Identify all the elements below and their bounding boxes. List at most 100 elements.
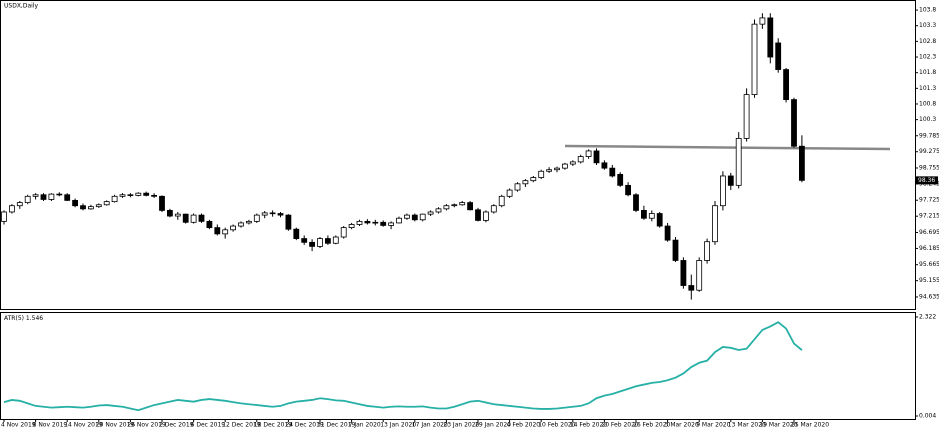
candle-body bbox=[8, 205, 15, 213]
candle-body bbox=[791, 99, 797, 147]
y-tick-label: 101.8 bbox=[919, 69, 936, 76]
candle-body bbox=[538, 170, 545, 178]
y-tick-label: 99.275 bbox=[919, 148, 939, 155]
candle-body bbox=[159, 195, 165, 211]
candle-body bbox=[735, 138, 742, 186]
x-tick-label: 20 Nov 2019 bbox=[96, 422, 135, 429]
candle-body bbox=[467, 202, 474, 211]
candle-body bbox=[704, 241, 710, 261]
candle-body bbox=[356, 220, 363, 225]
indicator-panel bbox=[0, 312, 916, 420]
x-tick-label: 23 Jan 2020 bbox=[443, 422, 479, 429]
candle-body bbox=[648, 213, 655, 219]
candle-body bbox=[127, 194, 134, 196]
x-tick-label: 26 Feb 2020 bbox=[633, 422, 671, 429]
y-tick-label: 101.3 bbox=[919, 85, 936, 92]
candle-body bbox=[641, 210, 647, 219]
x-tick-label: 4 Nov 2019 bbox=[1, 422, 36, 429]
candle-body bbox=[1, 211, 7, 222]
indicator-label: ATR(5) 1.546 bbox=[4, 315, 43, 322]
candle-body bbox=[317, 238, 323, 247]
candle-body bbox=[72, 199, 78, 207]
candle-body bbox=[585, 150, 592, 157]
candle-body bbox=[475, 209, 481, 221]
y-tick-label: 96.695 bbox=[919, 229, 939, 236]
candle-body bbox=[269, 212, 276, 215]
candle-body bbox=[174, 213, 181, 217]
candle-body bbox=[522, 180, 529, 185]
candle-body bbox=[427, 211, 434, 215]
y-tick-label: 102.8 bbox=[919, 38, 936, 45]
candle-body bbox=[696, 260, 703, 291]
candle-body bbox=[80, 205, 86, 210]
candle-body bbox=[459, 202, 466, 206]
candle-body bbox=[135, 192, 142, 196]
y-tick-label: 95.665 bbox=[919, 261, 939, 268]
candle-body bbox=[348, 224, 355, 229]
x-tick-label: 13 Jan 2020 bbox=[380, 422, 416, 429]
x-tick-label: 29 Jan 2020 bbox=[475, 422, 511, 429]
candle-body bbox=[712, 205, 718, 243]
y-tick-label: 103.8 bbox=[919, 7, 936, 14]
candle-body bbox=[190, 214, 197, 223]
y-tick-label: 98.755 bbox=[919, 164, 939, 171]
x-tick-label: 31 Dec 2019 bbox=[317, 422, 356, 429]
candle-body bbox=[601, 162, 608, 169]
candle-body bbox=[633, 194, 639, 211]
price-label: 98.36 bbox=[918, 177, 935, 184]
x-tick-label: 20 Feb 2020 bbox=[601, 422, 639, 429]
candle-body bbox=[451, 204, 458, 207]
candle-body bbox=[24, 195, 31, 203]
candle-body bbox=[222, 229, 229, 235]
candle-body bbox=[656, 213, 663, 227]
y-tick-label: 102.3 bbox=[919, 54, 936, 61]
y-tick-label: 103.3 bbox=[919, 22, 936, 29]
candle-body bbox=[775, 42, 782, 70]
x-tick-label: 13 Mar 2020 bbox=[728, 422, 766, 429]
candle-body bbox=[411, 214, 418, 221]
candle-body bbox=[182, 213, 189, 223]
candle-body bbox=[506, 189, 513, 197]
candle-body bbox=[625, 184, 631, 196]
x-tick-label: 14 Feb 2020 bbox=[570, 422, 608, 429]
candle-body bbox=[759, 17, 766, 25]
candle-body bbox=[799, 145, 805, 181]
y-tick-label: 96.185 bbox=[919, 245, 939, 252]
candle-body bbox=[238, 222, 244, 227]
x-tick-label: 24 Dec 2019 bbox=[285, 422, 324, 429]
candle-body bbox=[727, 175, 734, 186]
candle-body bbox=[403, 214, 410, 219]
candle-body bbox=[767, 17, 774, 58]
candle-body bbox=[119, 194, 126, 197]
x-tick-label: 17 Jan 2020 bbox=[412, 422, 448, 429]
x-tick-label: 25 Mar 2020 bbox=[791, 422, 829, 429]
x-tick-label: 6 Dec 2019 bbox=[191, 422, 226, 429]
candle-body bbox=[88, 206, 94, 210]
candle-body bbox=[56, 193, 63, 196]
candle-body bbox=[396, 217, 402, 224]
x-tick-label: 12 Dec 2019 bbox=[222, 422, 261, 429]
x-tick-label: 7 Jan 2020 bbox=[349, 422, 381, 429]
candle-body bbox=[245, 220, 252, 224]
candle-body bbox=[419, 213, 426, 221]
candle-body bbox=[301, 238, 308, 243]
x-tick-label: 4 Feb 2020 bbox=[507, 422, 541, 429]
indicator-value: 1.546 bbox=[26, 315, 43, 322]
candle-body bbox=[482, 211, 489, 221]
y-tick-label: 95.155 bbox=[919, 277, 939, 284]
y-tick-label: 97.215 bbox=[919, 213, 939, 220]
candle-body bbox=[206, 220, 213, 229]
chart-title: USDX,Daily bbox=[4, 3, 38, 10]
main-panel bbox=[0, 0, 916, 310]
y-tick-label: 94.635 bbox=[919, 293, 939, 300]
x-tick-label: 8 Nov 2019 bbox=[33, 422, 68, 429]
y-tick-label: 100.8 bbox=[919, 100, 936, 107]
candle-body bbox=[166, 210, 173, 217]
trend-line[interactable] bbox=[564, 144, 891, 151]
candle-body bbox=[261, 212, 268, 216]
x-tick-label: 26 Nov 2019 bbox=[127, 422, 166, 429]
candle-body bbox=[111, 195, 118, 203]
y-tick-label: 0.004 bbox=[919, 413, 936, 420]
x-tick-label: 10 Feb 2020 bbox=[538, 422, 576, 429]
